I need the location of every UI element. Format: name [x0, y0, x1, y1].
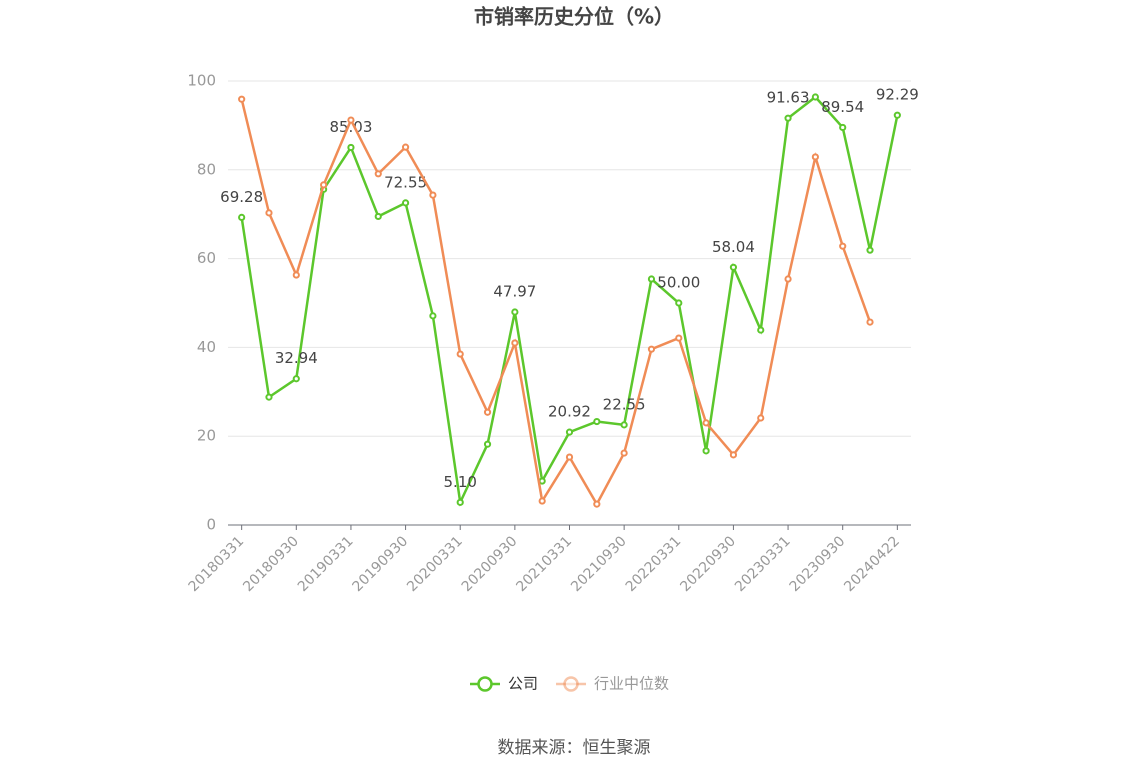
y-tick-label: 40	[197, 338, 216, 356]
data-point	[839, 242, 847, 250]
data-point	[784, 275, 792, 283]
data-point	[483, 408, 492, 416]
x-tick-label: 20200331	[404, 533, 466, 595]
data-label: 32.94	[275, 349, 318, 367]
y-tick-label: 60	[197, 249, 216, 267]
data-label: 89.54	[821, 98, 864, 116]
data-point	[292, 271, 300, 279]
x-tick-label: 20190331	[295, 533, 357, 595]
x-tick-label: 20180331	[186, 533, 248, 595]
series-line	[240, 95, 899, 507]
data-point	[784, 114, 792, 122]
data-label: 69.28	[220, 188, 263, 206]
x-tick-label: 20210930	[568, 533, 630, 595]
data-point	[429, 312, 437, 320]
x-tick-label: 20180930	[240, 533, 302, 595]
data-point	[320, 181, 328, 189]
data-label: 91.63	[767, 89, 810, 107]
data-point	[511, 339, 519, 347]
data-point	[893, 111, 901, 119]
data-point	[593, 417, 601, 426]
data-label: 58.04	[712, 238, 755, 256]
data-point	[839, 123, 847, 132]
legend-marker	[477, 676, 493, 692]
x-tick-label: 20190930	[350, 533, 412, 595]
legend-item[interactable]: 行业中位数	[556, 675, 669, 693]
source-note: 数据来源：恒生聚源	[498, 738, 651, 758]
data-point	[593, 500, 601, 508]
data-label: 85.03	[329, 118, 372, 136]
data-point	[866, 246, 874, 254]
data-point	[729, 451, 738, 459]
data-point	[265, 393, 273, 401]
x-tick-label: 20210331	[513, 533, 575, 595]
x-tick-label: 20220930	[677, 533, 739, 595]
data-point	[483, 440, 492, 448]
data-point	[647, 345, 656, 353]
legend-label: 行业中位数	[594, 675, 669, 693]
data-label: 47.97	[493, 283, 536, 301]
data-point	[757, 326, 765, 334]
data-point	[702, 447, 710, 455]
legend-label: 公司	[508, 675, 538, 693]
series-line	[240, 98, 872, 507]
y-tick-label: 20	[197, 427, 216, 445]
data-point	[565, 428, 574, 436]
data-point	[374, 212, 382, 221]
data-label: 92.29	[876, 86, 919, 104]
data-point	[401, 143, 410, 151]
data-point	[811, 153, 819, 161]
data-point	[347, 116, 355, 124]
x-tick-label: 20230331	[732, 533, 794, 595]
y-tick-label: 0	[206, 516, 216, 534]
data-point	[347, 143, 355, 152]
y-tick-label: 80	[197, 160, 216, 178]
data-point	[811, 93, 819, 101]
data-label: 5.10	[444, 473, 477, 491]
data-point	[620, 449, 628, 457]
data-point	[538, 497, 546, 505]
data-point	[675, 299, 683, 307]
data-label: 50.00	[657, 274, 700, 292]
data-point	[374, 170, 382, 178]
data-point	[456, 498, 464, 506]
x-tick-label: 20230930	[787, 533, 849, 595]
data-label: 20.92	[548, 403, 591, 421]
legend-marker	[563, 676, 579, 692]
chart-title: 市销率历史分位（%）	[474, 5, 674, 29]
data-point	[238, 95, 246, 103]
data-point	[647, 275, 656, 283]
data-point	[238, 213, 246, 221]
data-point	[265, 209, 273, 217]
data-point	[401, 199, 410, 207]
data-point	[511, 308, 519, 316]
x-tick-label: 20240422	[841, 533, 903, 595]
data-point	[729, 263, 738, 271]
data-point	[456, 350, 464, 358]
x-tick-label: 20220331	[623, 533, 685, 595]
data-point	[620, 421, 628, 429]
data-point	[702, 419, 710, 427]
data-point	[757, 414, 765, 422]
data-point	[429, 191, 437, 199]
data-label: 72.55	[384, 173, 427, 191]
data-point	[866, 318, 874, 326]
y-tick-label: 100	[187, 72, 216, 90]
data-point	[565, 453, 574, 461]
data-point	[292, 375, 300, 383]
data-point	[675, 334, 683, 342]
legend-item[interactable]: 公司	[470, 675, 538, 693]
x-tick-label: 20200930	[459, 533, 521, 595]
data-point	[538, 477, 546, 485]
